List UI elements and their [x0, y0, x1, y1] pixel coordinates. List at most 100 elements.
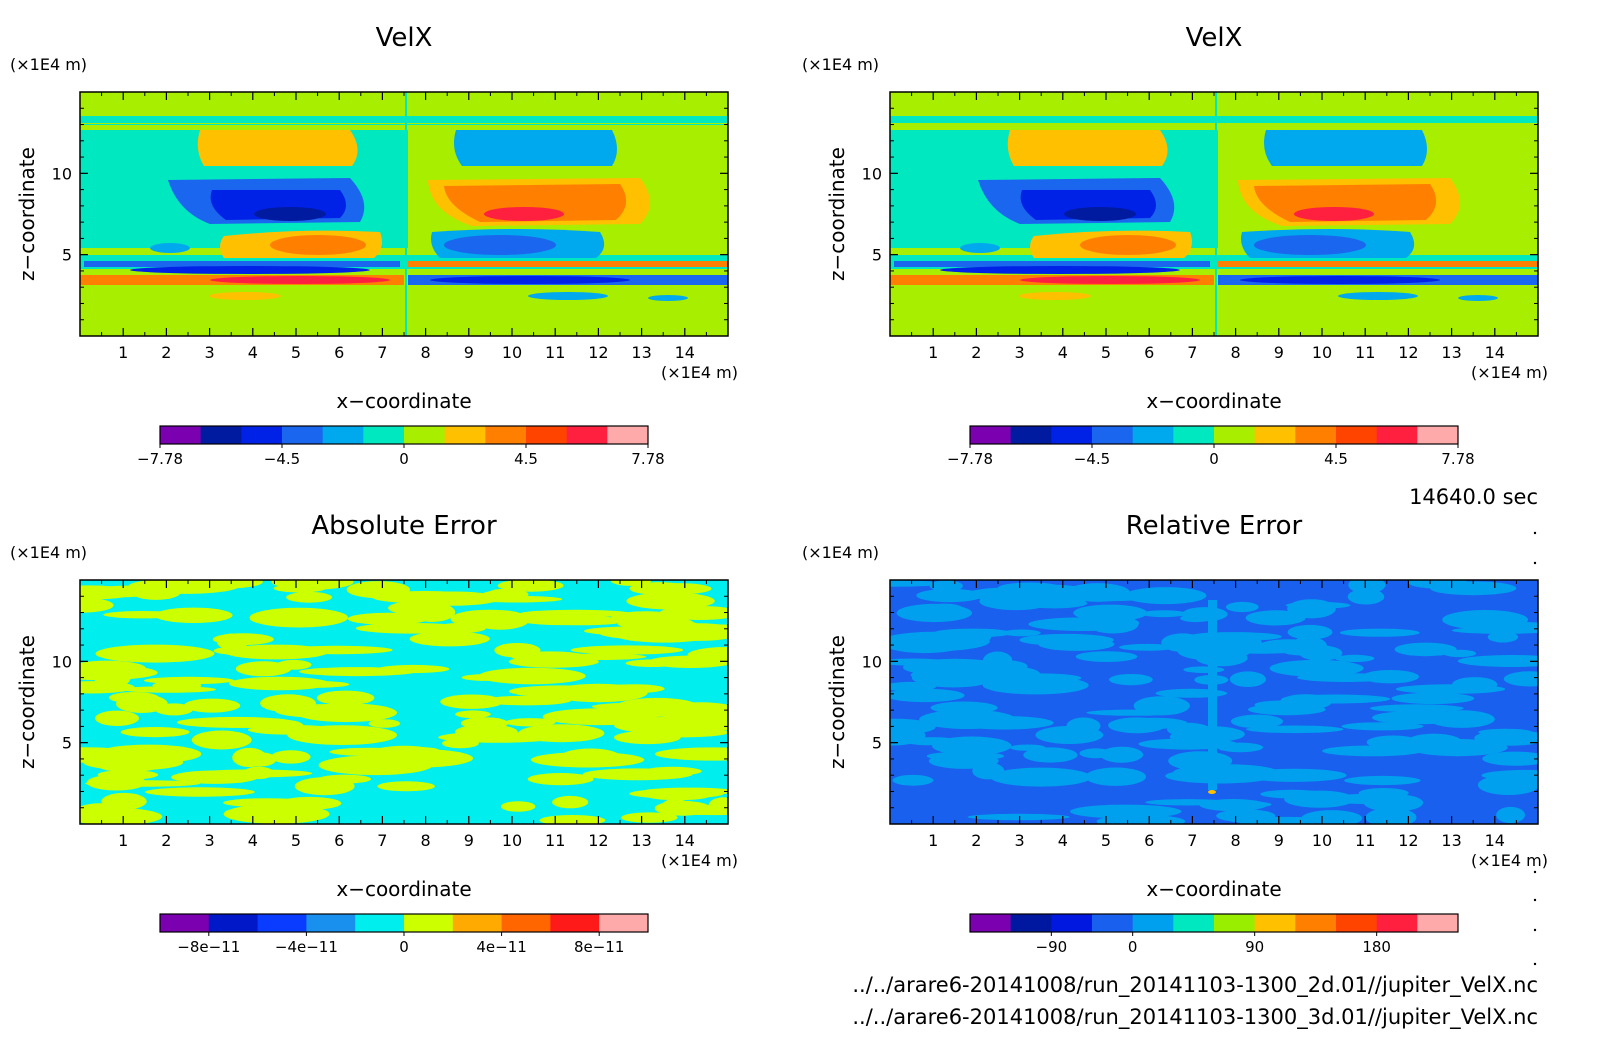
colorbar-tick-label: 4.5 — [1324, 450, 1348, 468]
field-band-cyan — [80, 124, 728, 125]
colorbar-swatch — [1214, 914, 1256, 932]
noise-patch — [1347, 588, 1385, 605]
x-tick-label: 1 — [928, 831, 938, 850]
x-tick-label: 11 — [1355, 831, 1375, 850]
x-tick-label: 12 — [1398, 343, 1418, 362]
x-tick-label: 14 — [675, 343, 695, 362]
noise-patch — [1214, 644, 1308, 654]
noise-patch — [1161, 633, 1204, 652]
noise-patch — [570, 645, 684, 655]
panel-title: Relative Error — [1126, 511, 1303, 541]
noise-patch — [1180, 614, 1212, 623]
dot — [1533, 870, 1537, 874]
noise-patch — [377, 781, 436, 792]
y-axis-label: z−coordinate — [15, 635, 39, 769]
noise-patch — [1075, 651, 1138, 662]
noise-patch — [116, 694, 168, 713]
noise-patch — [1121, 717, 1188, 729]
noise-patch — [890, 580, 946, 587]
x-tick-label: 9 — [464, 343, 474, 362]
y-ticks: 5 10 — [862, 107, 1538, 321]
noise-patch — [646, 717, 728, 726]
noise-patch — [930, 701, 998, 714]
noise-patch — [560, 748, 621, 765]
x-tick-label: 5 — [1101, 343, 1111, 362]
noise-patch — [1246, 725, 1344, 734]
y-unit-label: (×1E4 m) — [10, 543, 87, 562]
noise-patch — [346, 581, 410, 599]
contour-feature — [1338, 292, 1418, 300]
colorbar: −8e−11 −4e−11 0 4e−11 8e−11 — [159, 913, 649, 956]
noise-patch — [890, 718, 936, 735]
noise-patch — [535, 616, 627, 626]
x-tick-label: 12 — [1398, 831, 1418, 850]
colorbar-tick-label: −7.78 — [137, 450, 183, 468]
noise-patches — [890, 580, 1538, 824]
y-tick-label: 5 — [872, 246, 882, 265]
x-tick-label: 11 — [1355, 343, 1375, 362]
noise-patch — [1119, 643, 1177, 651]
colorbar-tick-label: 4.5 — [514, 450, 538, 468]
colorbar-tick-label: 8e−11 — [574, 938, 624, 956]
noise-patch — [184, 698, 241, 713]
x-tick-label: 11 — [545, 831, 565, 850]
noise-patch — [1245, 610, 1306, 626]
noise-patch — [94, 668, 131, 688]
noise-patch — [95, 710, 139, 726]
noise-patch — [435, 622, 487, 634]
noise-patch — [242, 752, 277, 767]
noise-patch — [626, 592, 715, 610]
colorbar-swatch — [1254, 914, 1296, 932]
noise-patch — [641, 787, 728, 796]
noise-patch — [1023, 747, 1078, 763]
noise-patch — [1395, 684, 1506, 694]
colorbar-swatch — [1376, 914, 1418, 932]
noise-patch — [1391, 692, 1475, 705]
noise-patch — [1109, 674, 1153, 686]
colorbar-swatch — [1214, 426, 1256, 444]
colorbar-swatch — [322, 426, 364, 444]
noise-patch — [527, 773, 594, 786]
noise-patch — [539, 815, 606, 824]
noise-patch — [1070, 804, 1182, 819]
contour-feature — [1020, 276, 1200, 284]
noise-patch — [500, 801, 536, 812]
noise-patch — [552, 795, 589, 809]
noise-patch — [654, 747, 728, 761]
noise-patches — [80, 580, 728, 824]
noise-patch — [633, 727, 728, 738]
x-axis-label: x−coordinate — [336, 389, 471, 413]
y-unit-label: (×1E4 m) — [802, 55, 879, 74]
x-tick-label: 1 — [118, 343, 128, 362]
contour-feature — [960, 243, 1000, 253]
noise-patch — [999, 673, 1082, 683]
colorbar-swatch — [526, 426, 568, 444]
field-band-lower — [890, 295, 1538, 336]
x-tick-label: 10 — [1312, 831, 1332, 850]
x-tick-label: 9 — [1274, 831, 1284, 850]
contour-feature — [430, 276, 630, 284]
x-tick-label: 14 — [1485, 343, 1505, 362]
noise-patch — [1138, 738, 1238, 750]
x-tick-label: 5 — [1101, 831, 1111, 850]
colorbar-frame — [969, 913, 1459, 933]
x-tick-label: 6 — [334, 343, 344, 362]
contour-feature — [940, 266, 1180, 274]
plot-area — [80, 580, 728, 824]
noise-patch — [932, 736, 1012, 756]
x-unit-label: (×1E4 m) — [661, 363, 738, 382]
noise-patch — [1370, 704, 1464, 713]
noise-patch — [660, 798, 691, 816]
noise-patch — [1073, 604, 1148, 622]
noise-patch — [1168, 751, 1233, 771]
colorbar-swatch — [1254, 426, 1296, 444]
x-tick-label: 13 — [631, 343, 651, 362]
x-tick-label: 9 — [464, 831, 474, 850]
noise-patch — [1260, 789, 1325, 799]
colorbar: −7.78 −4.5 0 4.5 7.78 — [947, 425, 1475, 468]
noise-patch — [1487, 631, 1519, 643]
noise-patch — [625, 659, 680, 667]
x-tick-label: 6 — [1144, 343, 1154, 362]
noise-patch — [647, 583, 712, 595]
noise-patch — [357, 748, 474, 768]
